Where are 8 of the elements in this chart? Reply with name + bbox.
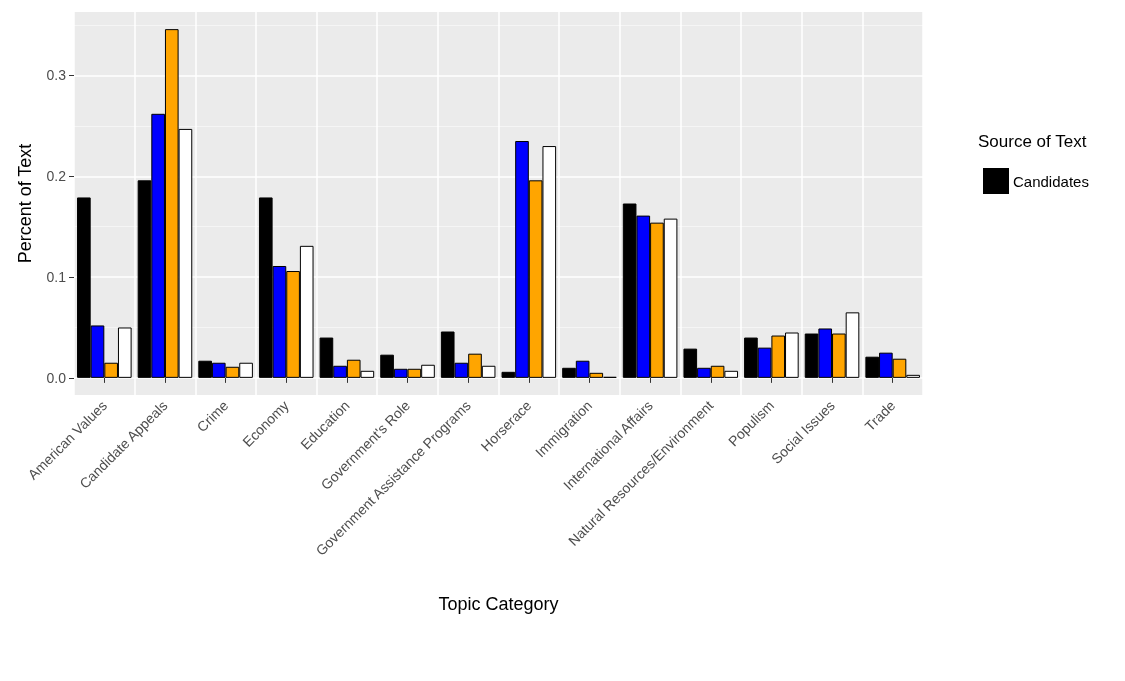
y-tick-label: 0.0 [46,369,67,386]
legend-label: Candidates [1013,172,1089,190]
x-axis-title: Topic Category [438,594,559,614]
y-tick-label: 0.2 [46,168,67,185]
y-tick-label: 0.3 [46,67,67,84]
legend-title: Source of Text [978,132,1087,151]
y-axis-title: Percent of Text [15,143,35,264]
y-tick-label: 0.1 [46,269,67,286]
